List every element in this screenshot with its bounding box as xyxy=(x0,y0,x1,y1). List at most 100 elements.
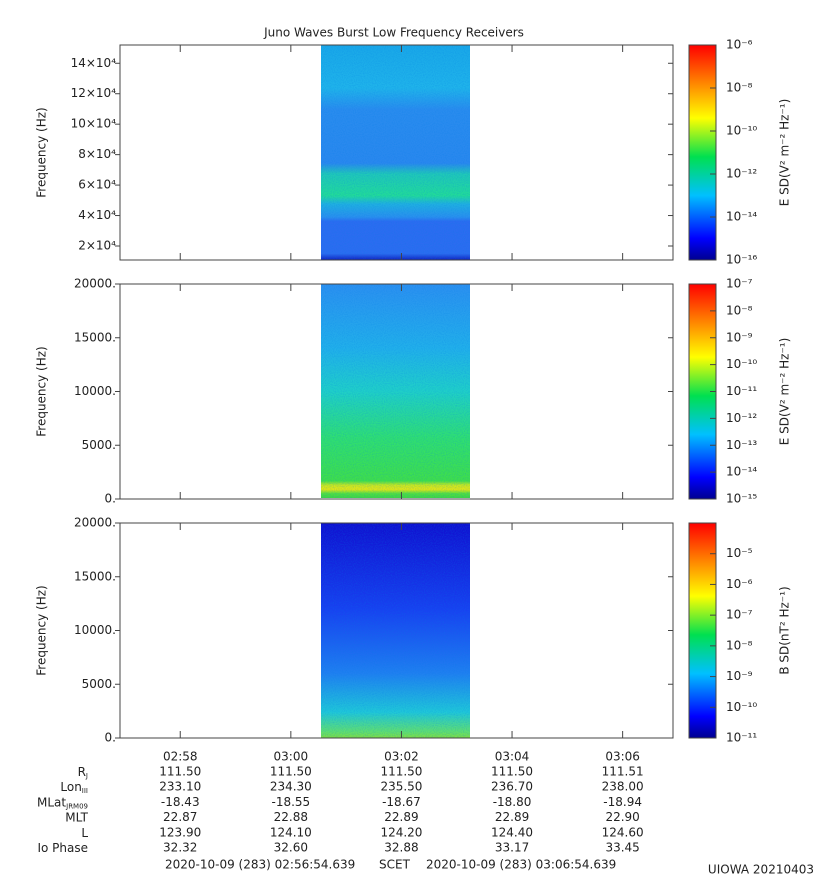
colorbar xyxy=(688,44,717,261)
colorbar-tick-label: 10⁻⁸ xyxy=(726,303,753,317)
y-tick-label: 15000. xyxy=(74,330,116,344)
x-tick-label: 03:04 xyxy=(495,750,530,764)
y-tick-label: 20000. xyxy=(74,277,116,291)
ephemeris-label-text: Io Phase xyxy=(37,841,88,855)
colorbar-tick-label: 10⁻⁷ xyxy=(726,277,753,291)
ephemeris-value: 111.50 xyxy=(159,765,201,779)
y-tick-label: 10000. xyxy=(74,623,116,637)
ephemeris-value: -18.80 xyxy=(493,795,532,809)
y-tick-label: 5000. xyxy=(82,438,116,452)
colorbar-tick-label: 10⁻⁶ xyxy=(726,577,753,591)
colorbar-tick-label: 10⁻⁶ xyxy=(726,38,753,52)
ephemeris-value: 22.89 xyxy=(384,810,418,824)
y-axis-label: Frequency (Hz) xyxy=(35,346,49,437)
ephemeris-label-text: R xyxy=(78,765,86,779)
y-tick-label: 6×10⁴ xyxy=(78,178,116,192)
ephemeris-value: 124.10 xyxy=(270,825,312,839)
ephemeris-label-sub: J xyxy=(85,772,88,780)
y-tick-label: 15000. xyxy=(74,569,116,583)
ephemeris-value: 111.50 xyxy=(270,765,312,779)
colorbar-label: E SD(V² m⁻² Hz⁻¹) xyxy=(778,338,792,446)
y-tick-label: 12×10⁴ xyxy=(71,86,117,100)
ephemeris-value: 235.50 xyxy=(380,780,422,794)
colorbar-tick-label: 10⁻¹² xyxy=(726,411,757,425)
colorbar-tick-label: 10⁻¹⁴ xyxy=(726,465,757,479)
ephemeris-value: 124.20 xyxy=(380,825,422,839)
colorbar-tick-label: 10⁻¹⁰ xyxy=(726,357,757,371)
colorbar-tick-label: 10⁻⁸ xyxy=(726,638,753,652)
y-tick-label: 14×10⁴ xyxy=(71,56,117,70)
ephemeris-value: -18.94 xyxy=(603,795,642,809)
colorbar-tick-label: 10⁻¹¹ xyxy=(726,384,757,398)
colorbar-label: E SD(V² m⁻² Hz⁻¹) xyxy=(778,99,792,207)
colorbar-tick-label: 10⁻¹³ xyxy=(726,438,757,452)
figure-title: Juno Waves Burst Low Frequency Receivers xyxy=(263,26,524,40)
y-axis-label: Frequency (Hz) xyxy=(35,107,49,198)
ephemeris-value: 111.50 xyxy=(491,765,533,779)
ephemeris-value: -18.67 xyxy=(382,795,421,809)
ephemeris-label: RJ xyxy=(78,765,88,781)
ephemeris-value: 123.90 xyxy=(159,825,201,839)
plot-frame xyxy=(119,44,674,261)
colorbar-tick-label: 10⁻¹⁶ xyxy=(726,253,757,267)
colorbar-tick-label: 10⁻¹² xyxy=(726,167,757,181)
ephemeris-label-text: Lon xyxy=(60,780,81,794)
ephemeris-value: 124.60 xyxy=(602,825,644,839)
colorbar-tick-label: 10⁻¹⁴ xyxy=(726,210,757,224)
footer-start: 2020-10-09 (283) 02:56:54.639 xyxy=(165,858,355,872)
y-tick-label: 2×10⁴ xyxy=(78,238,116,252)
colorbar-tick-label: 10⁻¹⁰ xyxy=(726,124,757,138)
ephemeris-value: -18.55 xyxy=(271,795,310,809)
x-tick-label: 03:00 xyxy=(274,750,309,764)
footer-end: 2020-10-09 (283) 03:06:54.639 xyxy=(426,858,616,872)
y-tick-label: 0. xyxy=(105,731,116,745)
ephemeris-label-text: MLT xyxy=(65,810,88,824)
colorbar-tick-label: 10⁻⁵ xyxy=(726,546,753,560)
ephemeris-label: MLT xyxy=(65,810,88,824)
ephemeris-value: 236.70 xyxy=(491,780,533,794)
colorbar-tick-label: 10⁻¹⁵ xyxy=(726,492,757,506)
colorbar-tick-label: 10⁻⁹ xyxy=(726,330,753,344)
ephemeris-value: 111.51 xyxy=(602,765,644,779)
y-tick-label: 4×10⁴ xyxy=(78,208,116,222)
y-tick-label: 20000. xyxy=(74,516,116,530)
texture xyxy=(321,523,470,738)
ephemeris-value: 32.88 xyxy=(384,841,418,855)
spectrogram-images xyxy=(321,45,470,738)
ephemeris-value: -18.43 xyxy=(161,795,200,809)
y-tick-label: 10×10⁴ xyxy=(71,117,117,131)
colorbar-tick-label: 10⁻¹⁰ xyxy=(726,700,757,714)
ephemeris-value: 233.10 xyxy=(159,780,201,794)
ephemeris-value: 111.50 xyxy=(380,765,422,779)
x-tick-label: 02:58 xyxy=(163,750,198,764)
ephemeris-label-text: L xyxy=(81,825,88,839)
ephemeris-value: 32.32 xyxy=(163,841,197,855)
texture xyxy=(321,284,470,498)
colorbar-tick-label: 10⁻⁹ xyxy=(726,669,753,683)
x-tick-label: 03:06 xyxy=(605,750,640,764)
ephemeris-value: 234.30 xyxy=(270,780,312,794)
footer-middle: SCET xyxy=(379,858,411,872)
colorbar-tick-label: 10⁻⁸ xyxy=(726,81,753,95)
ephemeris-value: 124.40 xyxy=(491,825,533,839)
ephemeris-value: 22.87 xyxy=(163,810,197,824)
footer-credit: UIOWA 20210403 xyxy=(708,863,814,877)
y-tick-label: 8×10⁴ xyxy=(78,147,116,161)
ephemeris-label-sub: III xyxy=(82,787,88,795)
colorbar-label: B SD(nT² Hz⁻¹) xyxy=(778,586,792,674)
ephemeris-value: 238.00 xyxy=(602,780,644,794)
ephemeris-label-text: MLat xyxy=(37,795,66,809)
y-tick-label: 10000. xyxy=(74,384,116,398)
ephemeris-label: MLatJRM09 xyxy=(37,795,88,811)
colorbar xyxy=(688,522,717,739)
ephemeris-value: 22.88 xyxy=(274,810,308,824)
ephemeris-value: 33.45 xyxy=(605,841,639,855)
y-axis-label: Frequency (Hz) xyxy=(35,585,49,676)
ephemeris-label: Io Phase xyxy=(37,841,88,855)
ephemeris-value: 32.60 xyxy=(274,841,308,855)
ephemeris-value: 33.17 xyxy=(495,841,529,855)
ephemeris-value: 22.89 xyxy=(495,810,529,824)
texture xyxy=(321,45,470,260)
ephemeris-label: L xyxy=(81,825,88,839)
